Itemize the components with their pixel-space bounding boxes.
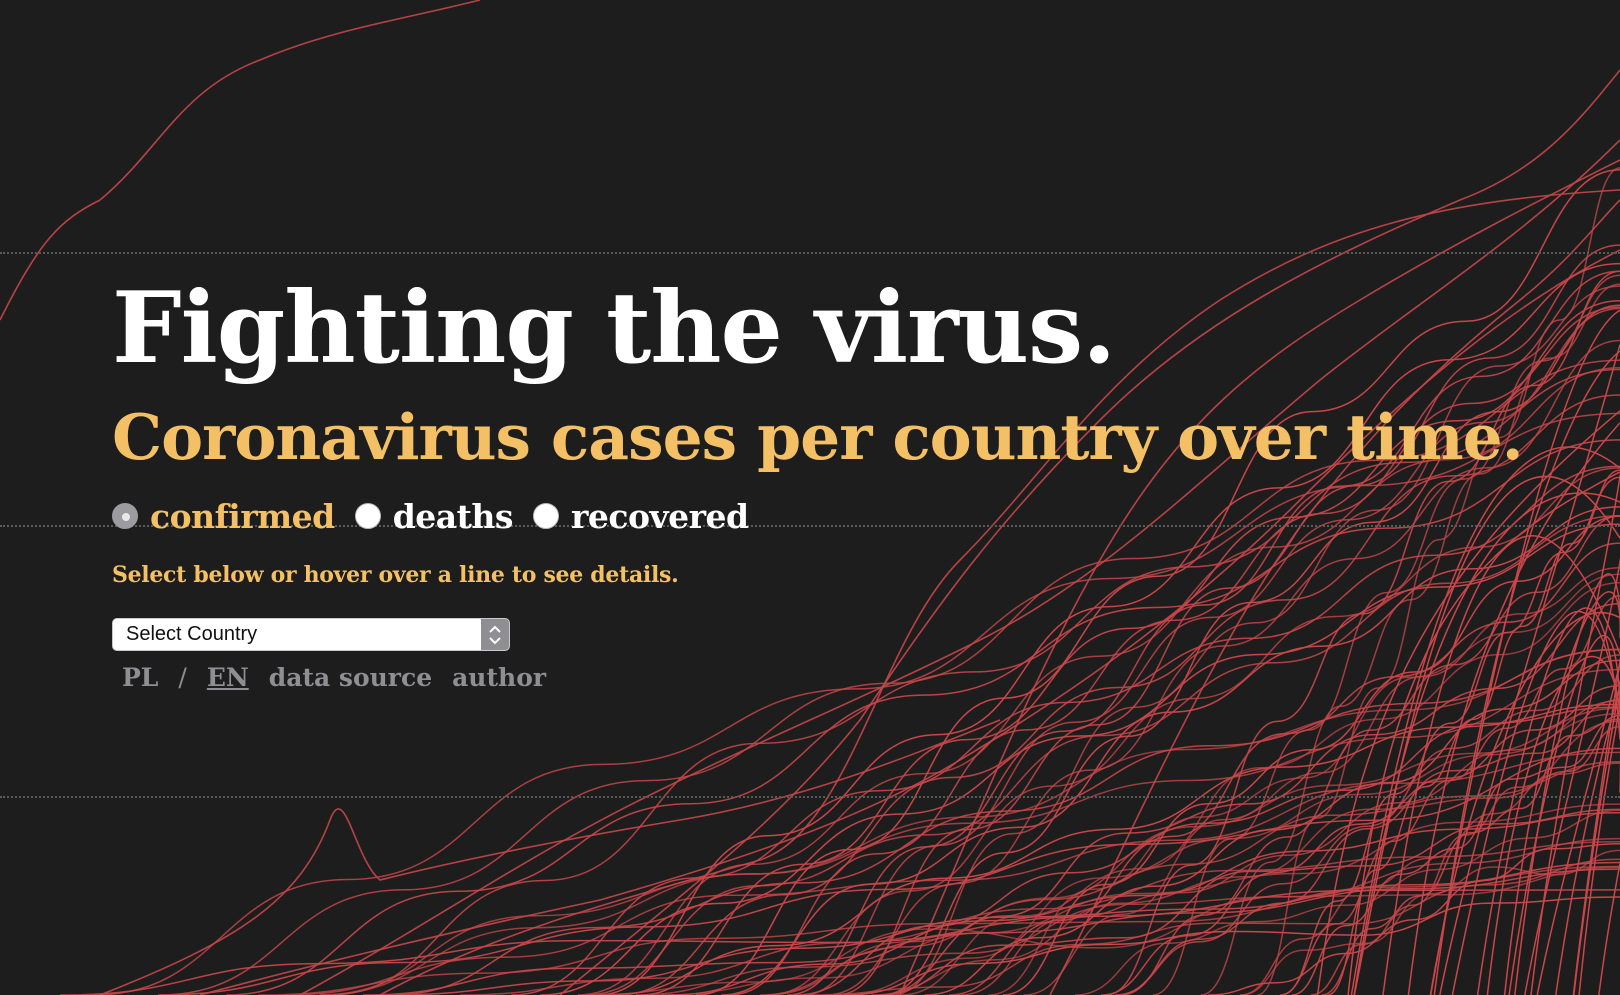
country-line[interactable] — [878, 808, 1620, 995]
country-line[interactable] — [379, 189, 1620, 995]
radio-button-deaths[interactable] — [354, 503, 381, 529]
radio-button-recovered[interactable] — [532, 503, 559, 529]
radio-label-deaths[interactable]: deaths — [392, 496, 514, 536]
country-line[interactable] — [846, 896, 1620, 995]
country-line[interactable] — [157, 747, 1620, 995]
country-line[interactable] — [794, 706, 1620, 995]
country-line[interactable] — [159, 359, 1620, 995]
radio-option-confirmed[interactable]: confirmed — [112, 497, 335, 536]
country-line[interactable] — [1321, 718, 1620, 995]
country-line[interactable] — [199, 249, 1620, 995]
country-line[interactable] — [226, 439, 1620, 995]
country-line[interactable] — [1508, 634, 1620, 995]
country-line[interactable] — [891, 285, 1620, 995]
country-line[interactable] — [899, 159, 1620, 995]
country-line[interactable] — [1429, 309, 1620, 995]
country-line[interactable] — [1486, 655, 1620, 995]
radio-option-deaths[interactable]: deaths — [354, 496, 514, 536]
country-line[interactable] — [802, 307, 1620, 995]
country-line[interactable] — [390, 648, 1620, 995]
country-line[interactable] — [1451, 610, 1620, 995]
country-line[interactable] — [729, 306, 1620, 995]
gridline-top — [0, 252, 1620, 254]
lang-pl-link[interactable]: PL — [122, 663, 159, 692]
country-line[interactable] — [1573, 515, 1620, 995]
country-line[interactable] — [1279, 595, 1620, 995]
country-line[interactable] — [584, 515, 1620, 995]
hint-text: Select below or hover over a line to see… — [112, 562, 679, 588]
country-line[interactable] — [1115, 654, 1620, 995]
country-line[interactable] — [1120, 515, 1620, 995]
country-line[interactable] — [1347, 471, 1620, 995]
country-line[interactable] — [1382, 535, 1620, 995]
country-line[interactable] — [959, 700, 1620, 995]
country-line[interactable] — [511, 465, 1620, 995]
country-line[interactable] — [1316, 410, 1620, 995]
country-line[interactable] — [879, 602, 1620, 995]
country-line[interactable] — [825, 339, 1620, 995]
country-line[interactable] — [1572, 335, 1620, 995]
country-line[interactable] — [1327, 469, 1620, 995]
country-line[interactable] — [759, 760, 1620, 995]
country-line[interactable] — [597, 262, 1620, 995]
updown-chevron-icon[interactable] — [481, 619, 509, 650]
data-source-link[interactable]: data source — [268, 663, 433, 692]
country-line[interactable] — [1555, 648, 1620, 995]
country-line[interactable] — [1257, 167, 1620, 995]
country-line[interactable] — [1439, 344, 1620, 995]
country-line[interactable] — [900, 582, 1620, 995]
country-line[interactable] — [695, 169, 1620, 995]
footer-links: PL / EN data source author — [122, 663, 1523, 692]
country-line[interactable] — [616, 394, 1620, 995]
country-line[interactable] — [1536, 603, 1620, 995]
country-line[interactable] — [1433, 350, 1620, 995]
author-link[interactable]: author — [452, 663, 547, 692]
main-panel: Fighting the virus. Coronavirus cases pe… — [112, 270, 1524, 692]
country-line[interactable] — [1429, 611, 1620, 995]
country-line[interactable] — [661, 803, 1620, 995]
country-line[interactable] — [1152, 274, 1620, 995]
lang-separator: / — [178, 663, 187, 692]
country-line[interactable] — [299, 139, 1620, 995]
country-line[interactable] — [1353, 475, 1620, 995]
gridline-middle — [0, 525, 1620, 527]
country-line[interactable] — [1598, 539, 1620, 995]
gridline-bottom — [0, 796, 1620, 798]
radio-option-recovered[interactable]: recovered — [532, 496, 749, 536]
country-line[interactable] — [1353, 492, 1620, 995]
country-line[interactable] — [459, 841, 1620, 995]
radio-label-recovered[interactable]: recovered — [570, 496, 749, 536]
country-line[interactable] — [1530, 378, 1620, 995]
country-line[interactable] — [1208, 842, 1620, 995]
page-subtitle: Coronavirus cases per country over time. — [112, 400, 1524, 474]
radio-button-confirmed[interactable] — [112, 503, 138, 529]
country-line[interactable] — [1075, 809, 1620, 995]
country-line[interactable] — [1476, 607, 1620, 995]
radio-label-confirmed[interactable]: confirmed — [150, 496, 335, 536]
country-line[interactable] — [0, 0, 481, 321]
country-line[interactable] — [924, 659, 1620, 995]
page-title: Fighting the virus. — [112, 271, 1116, 386]
country-line[interactable] — [1115, 698, 1620, 995]
country-line[interactable] — [540, 523, 1620, 995]
metric-radio-group: confirmed deaths recovered — [112, 494, 1523, 538]
country-line[interactable] — [1407, 422, 1620, 995]
lang-en-link[interactable]: EN — [206, 663, 249, 692]
country-line[interactable] — [329, 368, 1620, 995]
country-line[interactable] — [609, 703, 1620, 995]
country-line[interactable] — [559, 69, 1620, 995]
country-line[interactable] — [582, 866, 1620, 995]
country-line[interactable] — [836, 244, 1620, 995]
country-select-value[interactable]: Select Country — [126, 623, 258, 645]
country-select[interactable]: Select Country — [112, 618, 510, 651]
country-line[interactable] — [1578, 550, 1620, 995]
